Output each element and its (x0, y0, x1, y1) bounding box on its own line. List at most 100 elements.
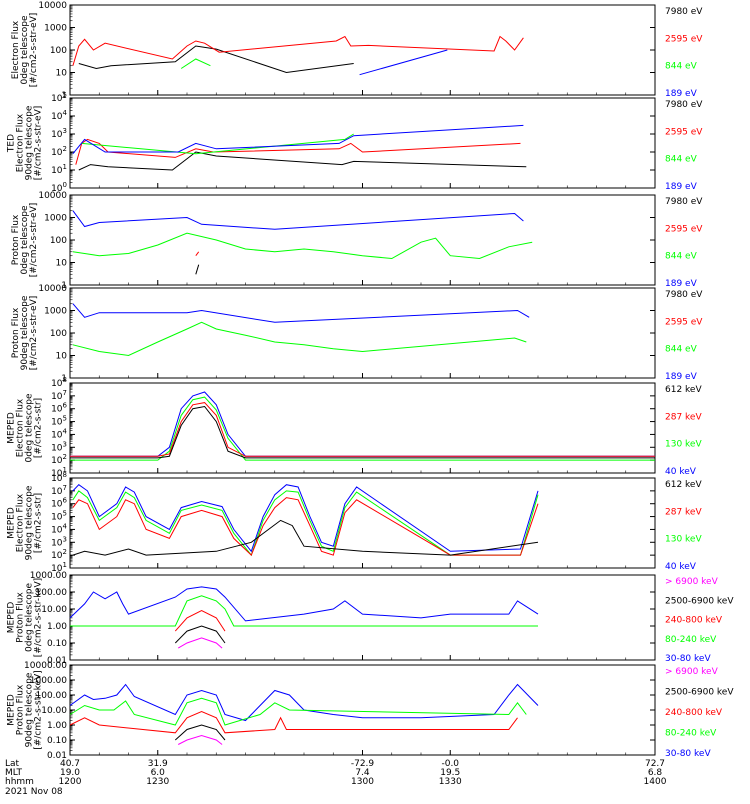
panel-frame (69, 4, 656, 96)
y-tick-label: 1000.00 (30, 676, 67, 686)
legend-entry: 844 eV (665, 155, 698, 165)
x-tick-hhmm: 1200 (59, 777, 82, 787)
y-tick-label: 105 (51, 415, 67, 428)
panel-8: 0.01 0.10 1.00 10.00 100.00 1000.00 10000.00ME… (7, 661, 735, 761)
legend-entry: 189 eV (665, 279, 698, 289)
series-line-3 (81, 133, 354, 155)
legend-entry: 7980 eV (665, 197, 703, 207)
y-tick-label: 10000 (38, 191, 67, 201)
y-axis-label: MEPEDProton Flux90deg telescope[#/cm2-s-… (7, 670, 44, 749)
legend-entry: 240-800 keV (665, 708, 723, 718)
y-tick-label: 1 (61, 374, 67, 384)
y-tick-label: 100 (51, 181, 67, 194)
panel-frame (69, 664, 656, 756)
footer-row-label: Lat (5, 759, 20, 769)
legend-entry: 2595 eV (665, 34, 703, 44)
series-line-1 (70, 391, 655, 457)
y-tick-label: 10.00 (41, 605, 67, 615)
y-axis-label: Electron Flux0deg telescope[#/cm2-s-str-… (11, 13, 39, 88)
y-tick-label: 100.00 (36, 691, 68, 701)
series-line-2 (72, 35, 524, 66)
y-axis-label: TEDElectron Flux90deg telescope[#/cm2-s-… (7, 105, 44, 180)
y-tick-label: 100.00 (36, 588, 68, 598)
x-tick-lat: 40.7 (60, 759, 80, 769)
y-tick-label: 0.10 (47, 639, 67, 649)
series-line-3 (72, 232, 533, 260)
panel-1: 1 10 100 1000 10000 Electron Flux0deg telesco… (11, 1, 703, 101)
legend-entry: 844 eV (665, 252, 698, 262)
y-tick-label: 1000 (44, 24, 67, 34)
series-line-4 (174, 625, 226, 644)
legend-entry: 40 keV (665, 562, 697, 572)
legend-entry: 2595 eV (665, 317, 703, 327)
x-tick-mlt: 6.8 (648, 768, 663, 778)
x-tick-mlt: 7.4 (355, 768, 370, 778)
y-tick-label: 106 (51, 402, 67, 415)
y-tick-label: 100 (50, 46, 67, 56)
y-tick-label: 10000 (38, 1, 67, 11)
series-line-2 (69, 697, 527, 726)
y-tick-label: 1 (61, 281, 67, 291)
y-tick-label: 0.01 (47, 751, 67, 761)
y-tick-label: 103 (51, 440, 67, 453)
x-tick-hhmm: 1330 (439, 777, 462, 787)
y-tick-label: 100 (50, 236, 67, 246)
panel-frame (69, 97, 656, 189)
legend-entry: 189 eV (665, 89, 698, 99)
series-line-3 (69, 710, 518, 734)
x-tick-hhmm: 1400 (644, 777, 667, 787)
legend-entry: 844 eV (665, 345, 698, 355)
legend-entry: 612 keV (665, 385, 702, 395)
legend-entry: 30-80 keV (665, 749, 711, 759)
series-line-1 (78, 45, 354, 74)
panel-frame (69, 382, 656, 474)
y-tick-label: 105 (51, 510, 67, 523)
x-tick-hhmm: 1300 (351, 777, 374, 787)
series-line-3 (72, 497, 539, 556)
series-line-1 (69, 683, 539, 722)
series-line-5 (177, 734, 223, 745)
y-tick-label: 102 (51, 145, 67, 158)
y-tick-label: 108 (51, 376, 67, 389)
y-tick-label: 10 (56, 69, 68, 79)
x-tick-lat: -0.0 (441, 759, 459, 769)
y-tick-label: 1000.00 (30, 571, 67, 581)
y-axis-label: MEPEDElectron Flux0deg telescope[#/cm2-s… (7, 393, 44, 463)
legend-entry: 2500-6900 keV (665, 688, 734, 698)
legend-entry: 612 keV (665, 480, 702, 490)
panel-2: 100 101 102 103 104 105 TEDElectron Flux90deg … (7, 91, 704, 194)
y-tick-label: 104 (51, 109, 67, 122)
series-line-4 (72, 124, 524, 155)
x-tick-lat: 72.7 (645, 759, 665, 769)
series-line-1 (72, 484, 539, 553)
y-tick-label: 1 (61, 91, 67, 101)
y-tick-label: 102 (51, 548, 67, 561)
panel-frame (69, 194, 656, 286)
y-axis-label: Proton Flux90deg telescope[#/cm2-s-str-e… (11, 295, 39, 370)
series-line-1 (69, 586, 539, 622)
legend-entry: 30-80 keV (665, 654, 711, 664)
y-tick-label: 106 (51, 497, 67, 510)
panel-7: 0.01 0.10 1.00 10.00 100.00 1000.00MEPEDProto… (7, 571, 735, 666)
x-tick-mlt: 19.0 (60, 768, 80, 778)
y-tick-label: 102 (51, 453, 67, 466)
series-line-2 (72, 303, 530, 323)
x-tick-mlt: 6.0 (151, 768, 166, 778)
y-tick-label: 107 (51, 484, 67, 497)
series-line-5 (177, 637, 223, 649)
x-tick-lat: -72.9 (351, 759, 375, 769)
y-tick-label: 10 (56, 352, 68, 362)
series-line-4 (359, 49, 448, 76)
panel-frame (69, 574, 656, 661)
series-line-2 (70, 595, 538, 627)
date-label: 2021 Nov 08 (5, 787, 63, 797)
legend-entry: 80-240 keV (665, 729, 717, 739)
series-line-3 (174, 610, 226, 632)
footer-row-label: MLT (5, 768, 23, 778)
legend-entry: 844 eV (665, 62, 698, 72)
legend-entry: > 6900 keV (665, 667, 719, 677)
